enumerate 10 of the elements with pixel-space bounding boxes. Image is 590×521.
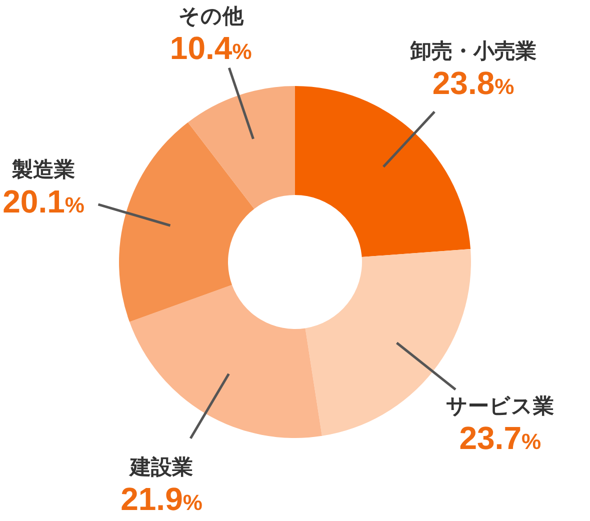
data-label: 20.1%: [2, 183, 84, 220]
data-label: 21.9%: [120, 481, 202, 517]
slice-label: その他: [178, 4, 244, 28]
data-label: 23.7%: [459, 420, 542, 456]
data-label: 10.4%: [170, 30, 252, 66]
data-label: 23.8%: [432, 65, 514, 102]
slice-label: 卸売・小売業: [409, 39, 536, 64]
slice-label: 建設業: [128, 455, 194, 479]
slice-label: 製造業: [11, 157, 76, 182]
slice-label: サービス業: [446, 394, 554, 418]
